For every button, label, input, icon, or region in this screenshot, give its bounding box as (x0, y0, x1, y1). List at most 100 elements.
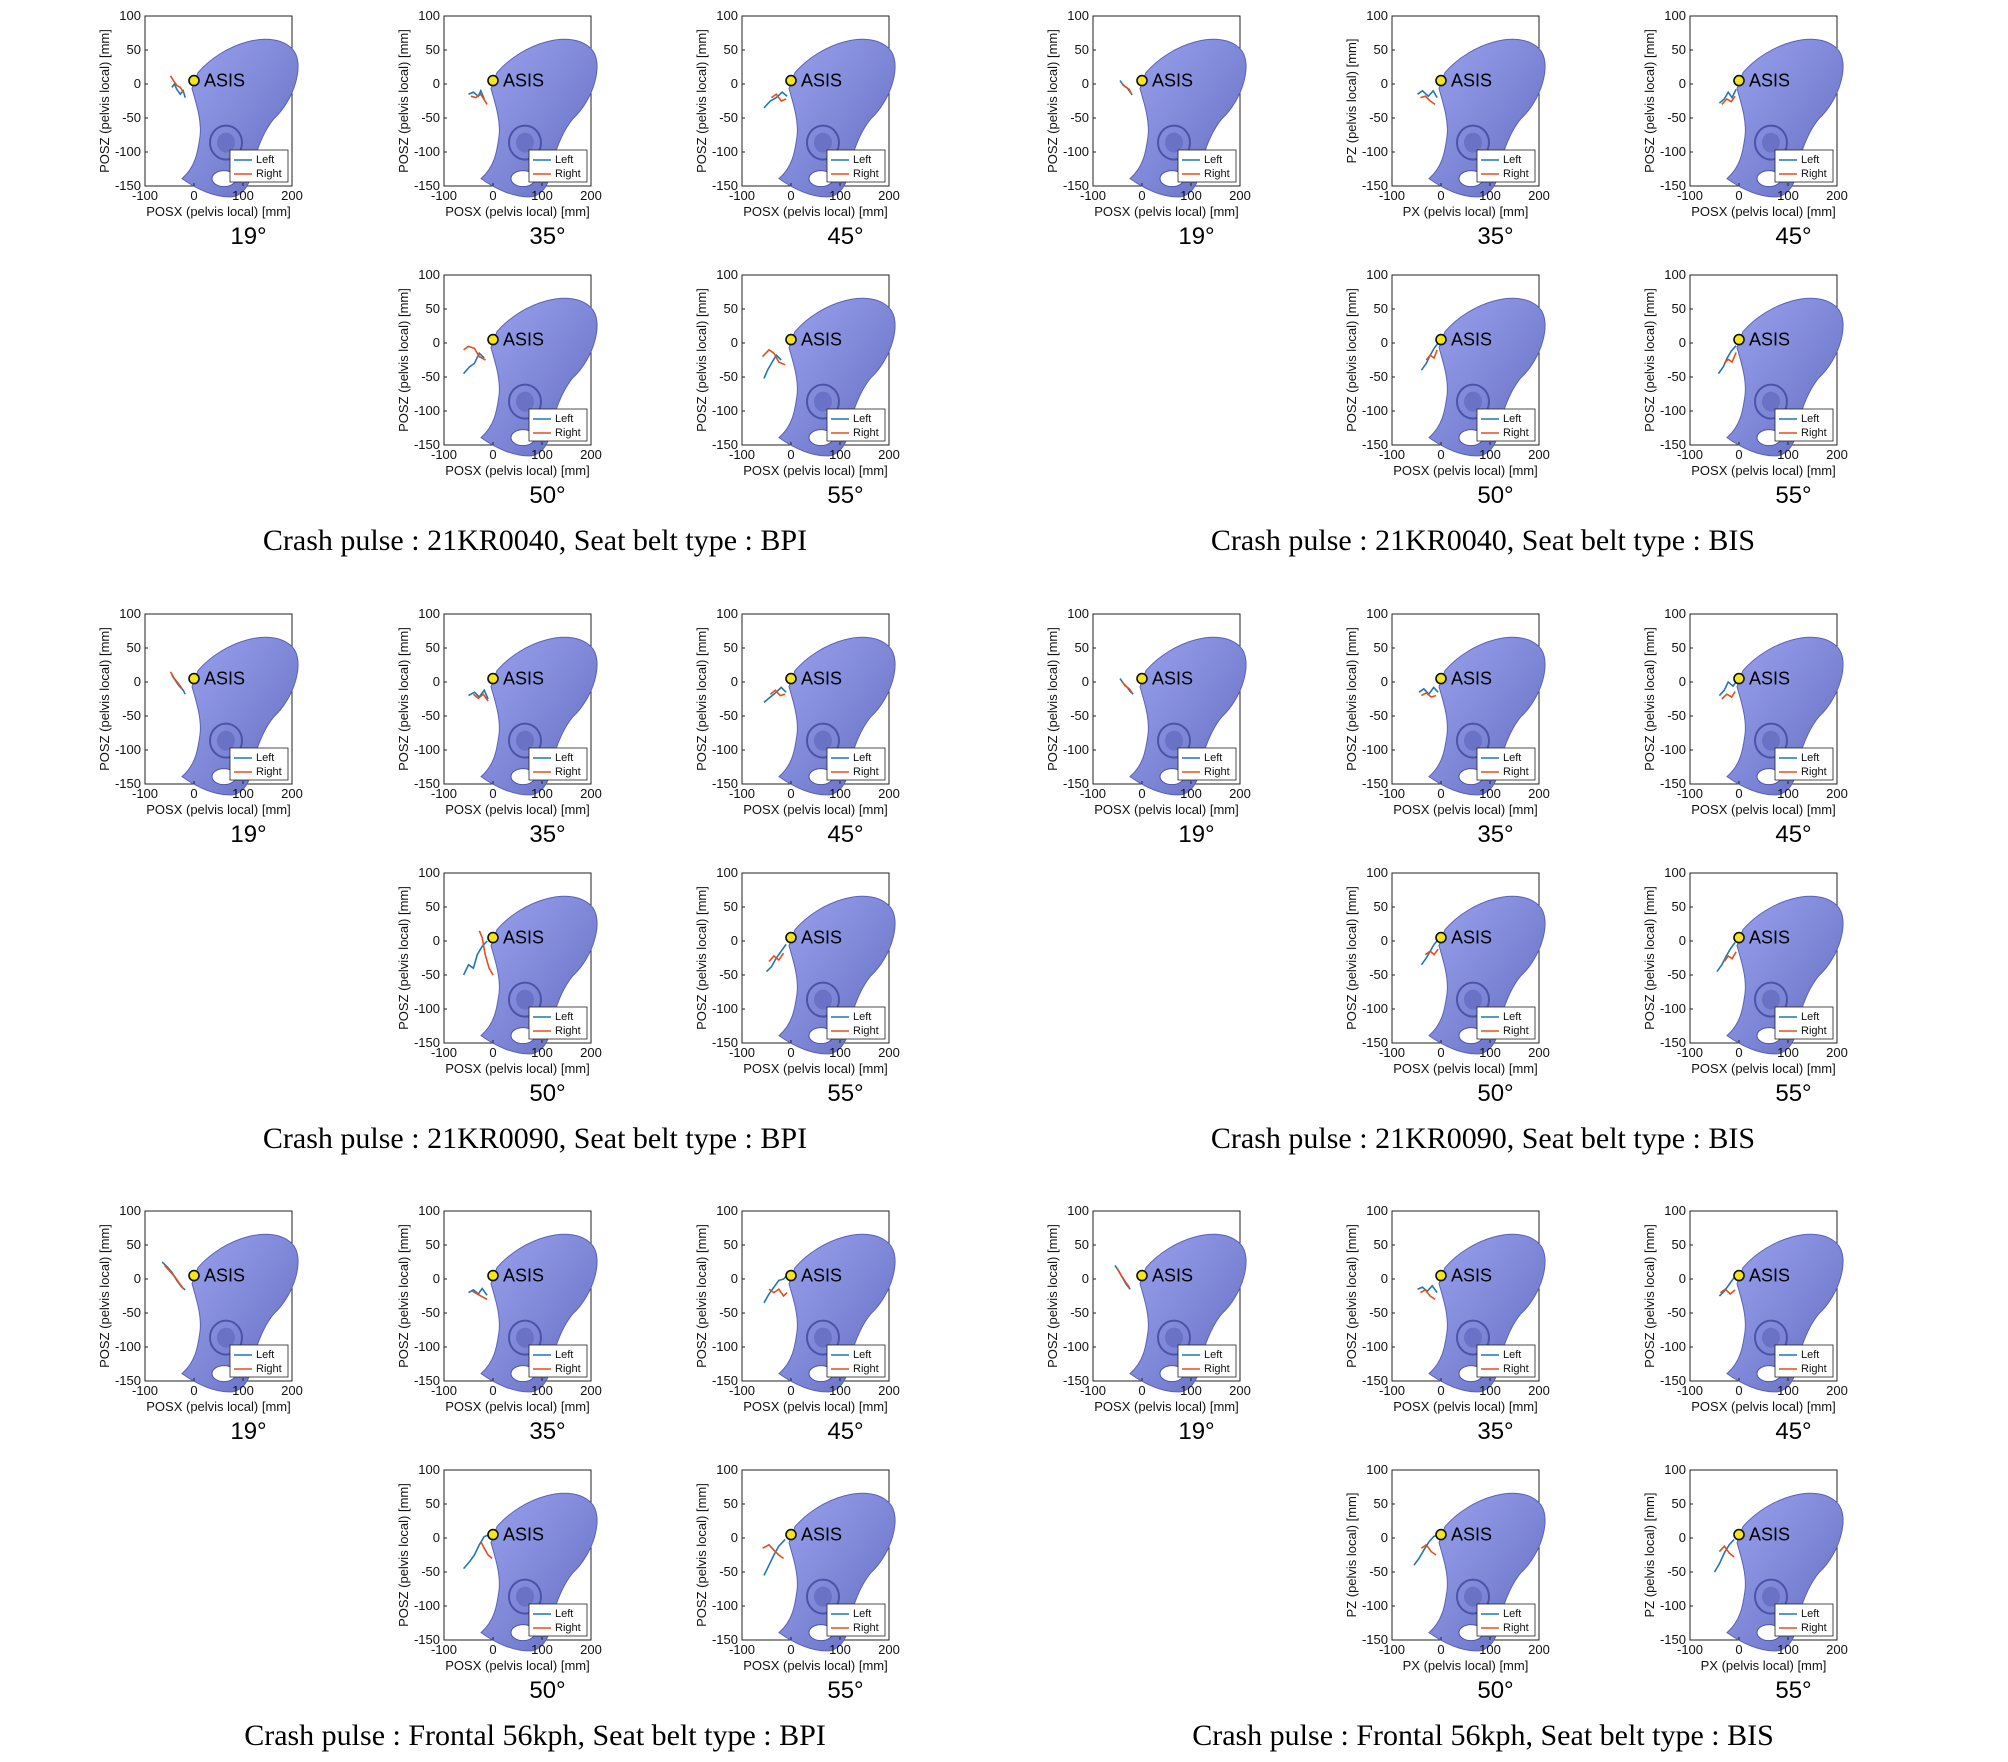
x-tick-label: 200 (878, 1642, 900, 1657)
legend-right-label: Right (1801, 1363, 1827, 1375)
asis-marker (785, 672, 797, 685)
series-left-line (763, 91, 788, 109)
legend-box (826, 1006, 886, 1040)
x-axis-label: POSX (pelvis local) [mm] (743, 1399, 887, 1414)
legend-left-label: Left (853, 752, 871, 764)
angle-label: 55° (827, 1080, 863, 1107)
series-right-line (768, 952, 785, 962)
asis-label: ASIS (1749, 1266, 1790, 1286)
x-tick-label: 200 (281, 1383, 303, 1398)
y-tick-label: 100 (418, 267, 440, 282)
series-right-line (1721, 95, 1736, 105)
legend-right-label: Right (853, 1363, 879, 1375)
asis-marker (1435, 931, 1447, 944)
y-tick-label: 0 (1082, 1271, 1089, 1286)
y-tick-label: -100 (712, 1598, 738, 1613)
legend-box (528, 408, 588, 442)
y-tick-label: -100 (1362, 403, 1388, 418)
series-left-line (1417, 89, 1438, 98)
pelvis-bone-image (1428, 38, 1546, 198)
series-left-line (1713, 1538, 1735, 1573)
x-axis-label: POSX (pelvis local) [mm] (1691, 463, 1835, 478)
x-tick-label: 200 (1528, 1642, 1550, 1657)
y-tick-label: -50 (1667, 369, 1686, 384)
y-tick-label: -150 (1362, 776, 1388, 791)
x-tick-label: 200 (580, 786, 602, 801)
y-tick-label: 50 (1672, 899, 1686, 914)
series-left-line (763, 1273, 790, 1304)
y-tick-label: -50 (421, 369, 440, 384)
asis-label: ASIS (503, 928, 544, 948)
x-axis-label: PX (pelvis local) [mm] (1403, 204, 1529, 219)
x-tick-label: -100 (1379, 447, 1405, 462)
legend-box (1177, 1344, 1237, 1378)
asis-marker (1435, 333, 1447, 346)
x-tick-label: -100 (1379, 1045, 1405, 1060)
y-tick-label: -50 (421, 967, 440, 982)
y-tick-label: 100 (716, 8, 738, 23)
y-tick-label: 50 (1374, 301, 1388, 316)
asis-label: ASIS (1451, 928, 1492, 948)
y-axis-label: POSZ (pelvis local) [mm] (97, 627, 112, 771)
y-tick-label: -50 (1667, 1564, 1686, 1579)
legend-right-label: Right (1503, 1622, 1529, 1634)
y-tick-label: 50 (1672, 1237, 1686, 1252)
y-axis-label: POSZ (pelvis local) [mm] (396, 288, 411, 432)
x-tick-label: -100 (431, 786, 457, 801)
group-caption: Crash pulse : 21KR0090, Seat belt type :… (1211, 1122, 1755, 1155)
x-tick-label: 200 (878, 786, 900, 801)
y-axis-label: POSZ (pelvis local) [mm] (396, 29, 411, 173)
y-tick-label: -50 (1070, 110, 1089, 125)
y-tick-label: -150 (1063, 1373, 1089, 1388)
y-tick-label: 0 (1381, 76, 1388, 91)
legend-left-label: Left (555, 1349, 573, 1361)
x-tick-label: 100 (1180, 188, 1202, 203)
group-caption: Crash pulse : 21KR0040, Seat belt type :… (263, 524, 807, 557)
y-tick-label: 0 (1381, 933, 1388, 948)
y-tick-label: -50 (1369, 369, 1388, 384)
y-tick-label: -100 (712, 742, 738, 757)
x-tick-label: 0 (1437, 1045, 1444, 1060)
legend-left-label: Left (555, 154, 573, 166)
y-tick-label: 50 (1075, 1237, 1089, 1252)
y-tick-label: 100 (119, 606, 141, 621)
y-axis-label: POSZ (pelvis local) [mm] (1045, 1224, 1060, 1368)
x-axis-label: POSX (pelvis local) [mm] (146, 1399, 290, 1414)
asis-label: ASIS (1749, 928, 1790, 948)
y-tick-label: -50 (1369, 708, 1388, 723)
legend-box (528, 1603, 588, 1637)
y-tick-label: 100 (1067, 606, 1089, 621)
x-tick-label: 100 (1180, 786, 1202, 801)
y-tick-label: 100 (119, 1203, 141, 1218)
legend-right-label: Right (256, 1363, 282, 1375)
legend-right-label: Right (1503, 427, 1529, 439)
asis-label: ASIS (1152, 71, 1193, 91)
asis-label: ASIS (1749, 71, 1790, 91)
y-axis-label: POSZ (pelvis local) [mm] (1344, 1224, 1359, 1368)
y-tick-label: -100 (1660, 1339, 1686, 1354)
legend-box (826, 747, 886, 781)
x-tick-label: 100 (531, 1642, 553, 1657)
y-tick-label: -150 (115, 178, 141, 193)
x-tick-label: 200 (1528, 1045, 1550, 1060)
asis-marker (1733, 1269, 1745, 1282)
x-tick-label: 200 (580, 188, 602, 203)
angle-label: 19° (230, 821, 266, 848)
y-tick-label: -150 (1362, 178, 1388, 193)
y-tick-label: 100 (1366, 8, 1388, 23)
x-tick-label: 100 (829, 1045, 851, 1060)
x-axis-label: POSX (pelvis local) [mm] (445, 463, 589, 478)
pelvis-bone-image (1129, 38, 1247, 198)
x-tick-label: -100 (729, 188, 755, 203)
y-tick-label: 50 (1075, 640, 1089, 655)
